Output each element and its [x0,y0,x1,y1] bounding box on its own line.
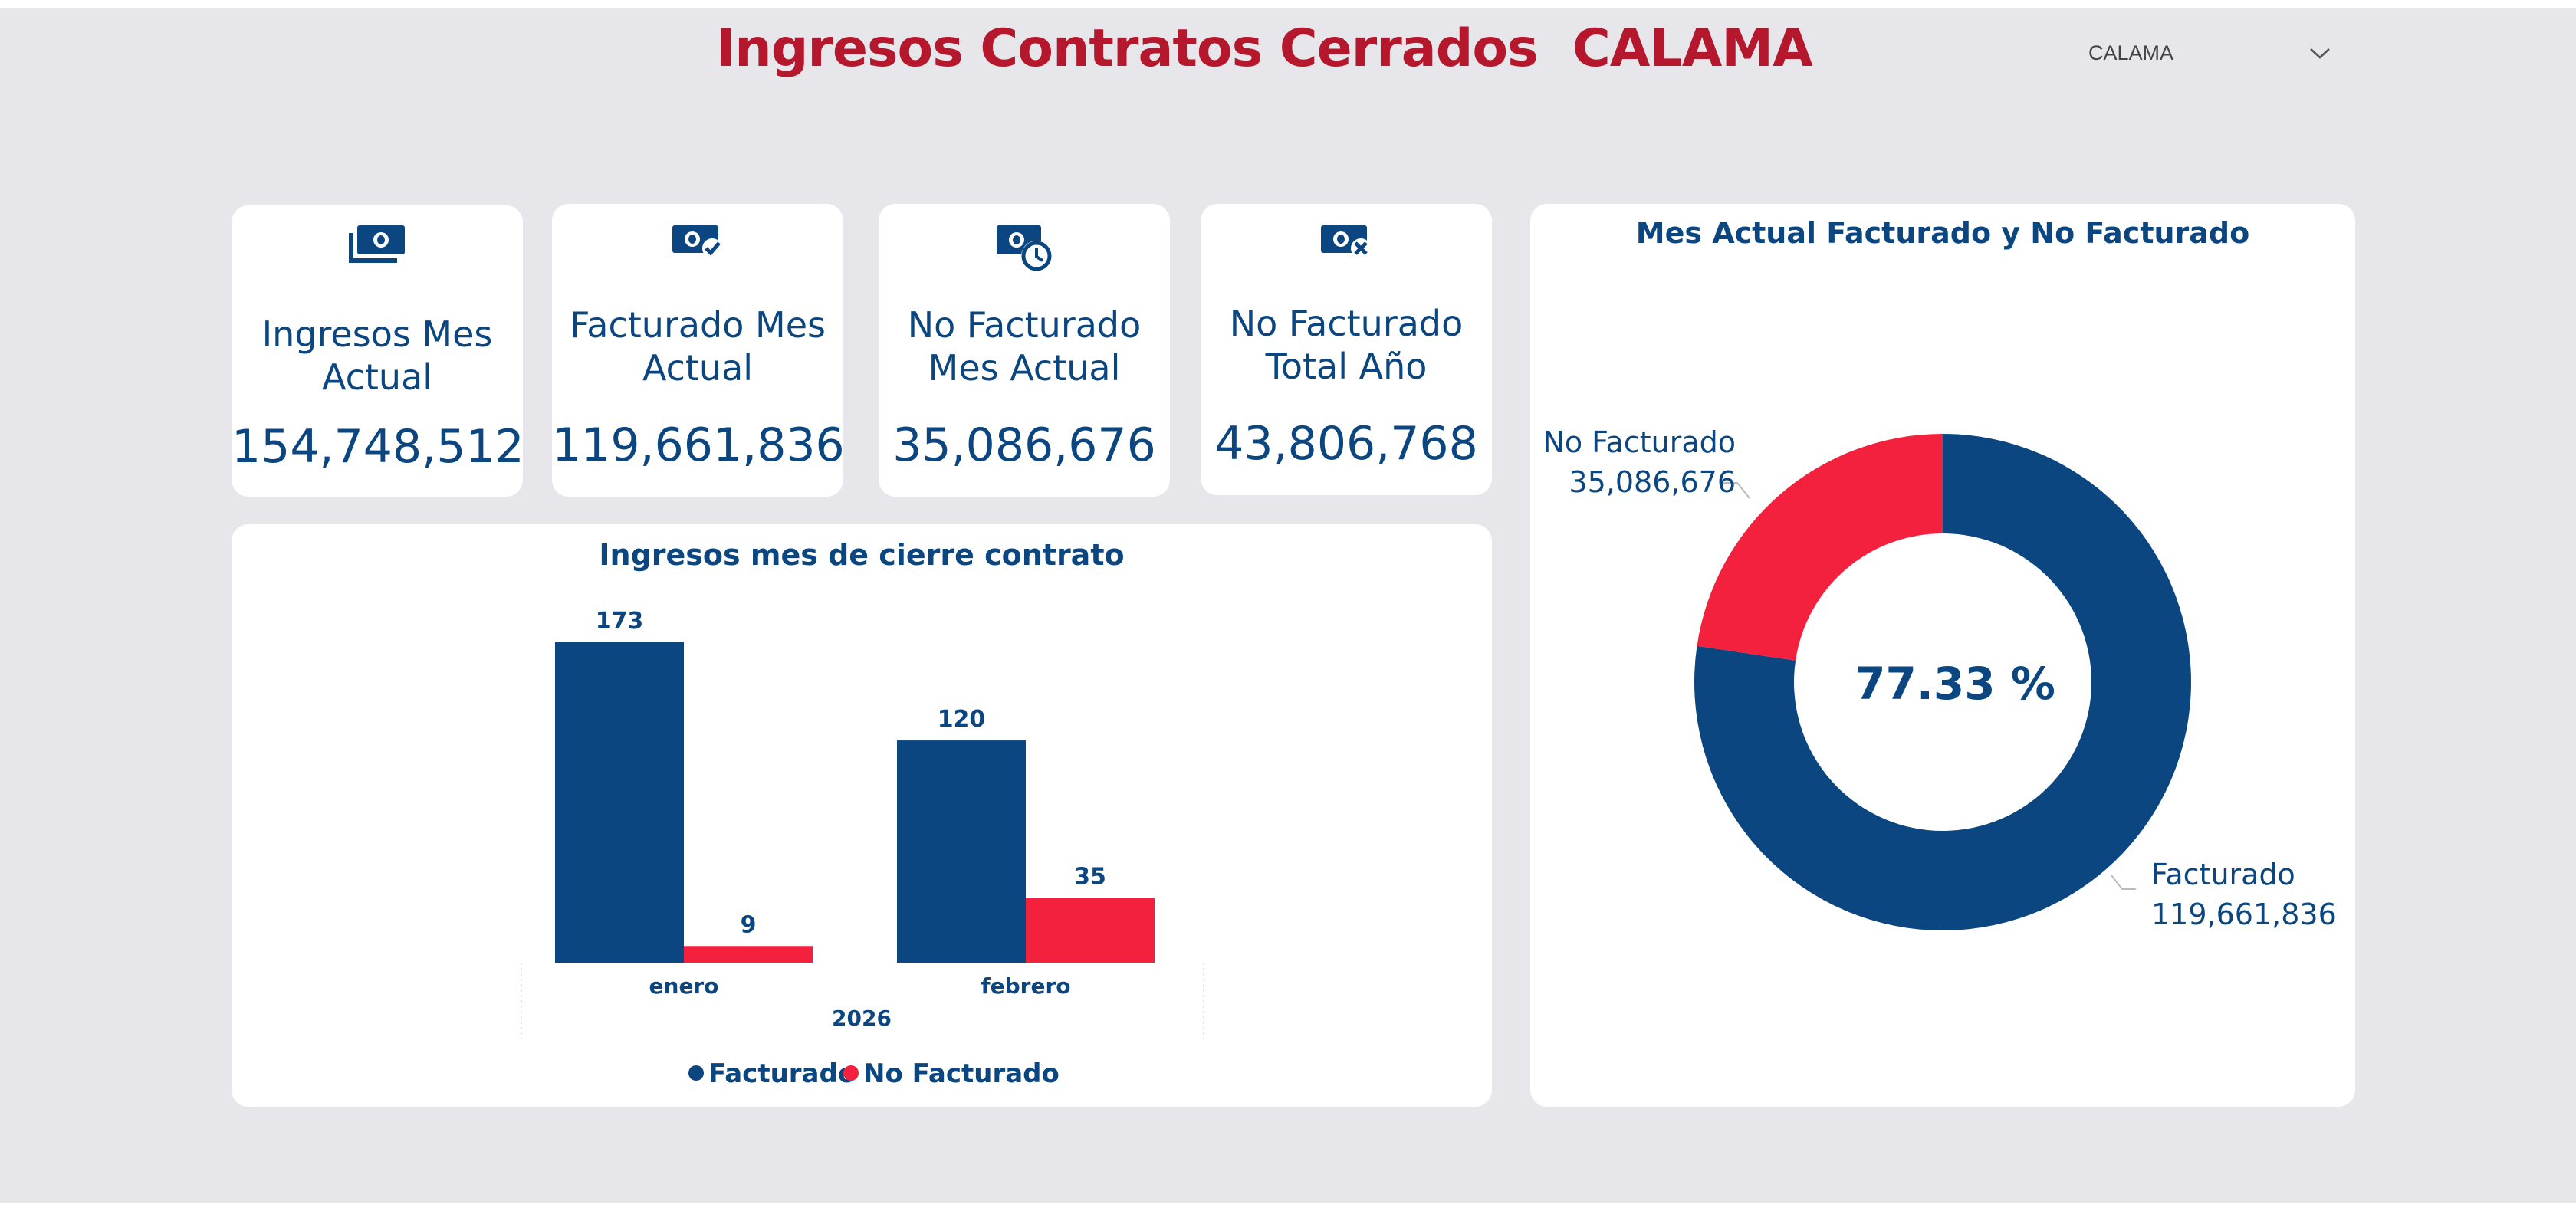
donut-slice-no-facturado [1697,434,1943,661]
kpi-card-ingresos-mes-actual: Ingresos Mes Actual 154,748,512 [232,205,524,497]
legend-marker-1 [843,1065,859,1081]
city-slicer[interactable]: CALAMA [2078,31,2338,77]
kpi-value: 154,748,512 [232,420,524,474]
kpi-label: Facturado Mes Actual [570,304,826,389]
donut-chart-title: Mes Actual Facturado y No Facturado [1635,216,2250,250]
page-title: Ingresos Contratos Cerrados CALAMA [716,18,1813,79]
donut-chart-card: Mes Actual Facturado y No Facturado 77.3… [1530,204,2355,1107]
x-tick-label: enero [649,973,719,999]
kpi-card-no-facturado-mes-actual: No Facturado Mes Actual 35,086,676 [879,204,1170,497]
kpi-card-no-facturado-total-ano: No Facturado Total Año 43,806,768 [1201,204,1492,495]
bar-chart: 173 9 enero 120 35 febrero 2026 Facturado No Fac… [521,608,1204,1089]
donut-label: No Facturado [1543,425,1736,459]
bar-febrero-0 [897,740,1026,963]
leader-line [2111,875,2136,890]
donut-chart: 77.33 % Facturado 119,661,836 No Facturado 3… [1543,425,2337,931]
donut-value-label: 119,661,836 [2151,898,2337,931]
chevron-down-icon[interactable] [2305,38,2335,69]
slicer-selected-value: CALAMA [2088,41,2174,64]
money-clock-icon [997,225,1052,271]
bar-enero-0 [555,642,684,963]
legend-label: Facturado [708,1058,856,1089]
leader-line [1723,482,1750,499]
donut-value-label: 35,086,676 [1569,465,1736,499]
kpi-value: 35,086,676 [892,418,1156,472]
donut-slice-facturado [1694,434,2191,930]
kpi-value: 119,661,836 [552,418,845,472]
donut-center-value: 77.33 % [1855,658,2055,710]
kpi-label: Ingresos Mes Actual [261,313,493,398]
money-stack-icon [349,225,405,263]
kpi-label: No Facturado Mes Actual [907,304,1142,389]
legend-label: No Facturado [863,1058,1060,1089]
x-group-label: 2026 [832,1006,892,1031]
report-canvas: Ingresos Contratos Cerrados CALAMA CALAM… [0,8,2576,1203]
money-check-icon [672,225,722,258]
bar-data-label: 35 [1074,863,1106,890]
bar-data-label: 9 [741,911,757,938]
bar-enero-1 [684,946,813,963]
bar-data-label: 173 [596,608,644,635]
kpi-card-facturado-mes-actual: Facturado Mes Actual 119,661,836 [552,204,845,497]
bar-data-label: 120 [938,706,986,733]
kpi-value: 43,806,768 [1214,417,1478,471]
donut-label: Facturado [2151,858,2295,891]
legend-marker-0 [688,1065,704,1081]
kpi-label: No Facturado Total Año [1229,303,1464,387]
bar-febrero-1 [1026,898,1155,963]
bar-chart-card: Ingresos mes de cierre contrato 173 9 ener… [232,524,1492,1107]
bar-chart-title: Ingresos mes de cierre contrato [599,538,1125,572]
money-x-icon [1321,225,1371,258]
x-tick-label: febrero [981,973,1070,999]
